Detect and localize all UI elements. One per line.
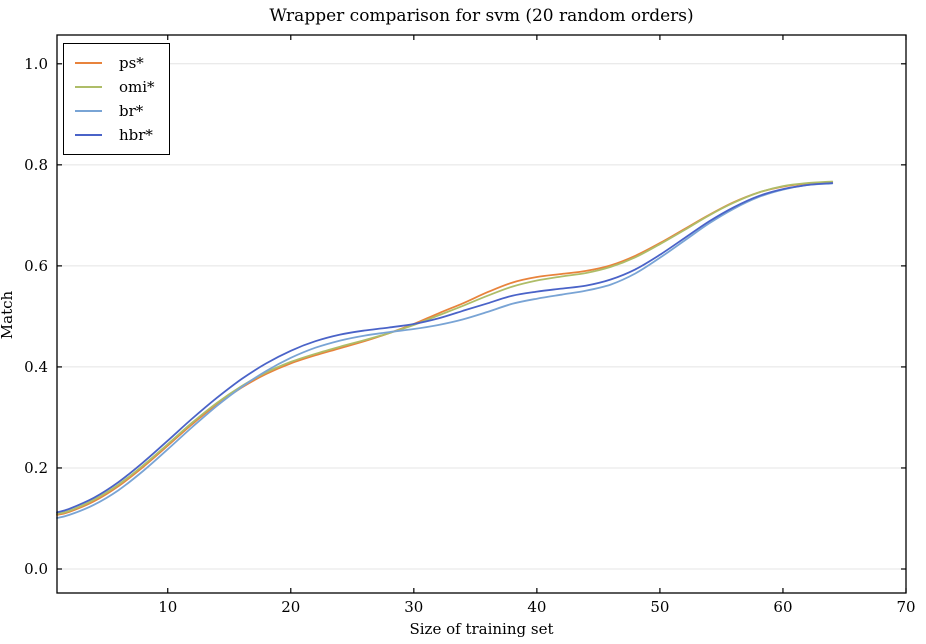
x-tick-label: 50 <box>650 598 669 616</box>
x-tick-label: 10 <box>158 598 177 616</box>
legend-line-swatch <box>75 134 102 136</box>
x-tick-label: 30 <box>404 598 423 616</box>
legend-label: omi* <box>119 78 155 96</box>
y-tick-label: 1.0 <box>24 55 48 73</box>
chart-title: Wrapper comparison for svm (20 random or… <box>269 6 694 26</box>
series-line-hbr <box>56 182 834 514</box>
y-tick-label: 0.8 <box>24 156 48 174</box>
x-tick-label: 60 <box>773 598 792 616</box>
plot-frame <box>56 34 907 594</box>
x-tick-label: 20 <box>281 598 300 616</box>
x-axis-label: Size of training set <box>409 620 554 638</box>
legend-entry-br: br* <box>75 99 155 123</box>
y-tick-label: 0.4 <box>24 358 48 376</box>
x-tick-label: 70 <box>896 598 915 616</box>
legend-label: br* <box>119 102 144 120</box>
legend-entry-omi: omi* <box>75 75 155 99</box>
legend-label: hbr* <box>119 126 153 144</box>
legend-line-swatch <box>75 62 102 64</box>
legend-entry-hbr: hbr* <box>75 123 155 147</box>
legend-line-swatch <box>75 86 102 88</box>
legend-label: ps* <box>119 54 144 72</box>
legend-entry-ps: ps* <box>75 51 155 75</box>
y-tick-label: 0.6 <box>24 257 48 275</box>
y-tick-label: 0.2 <box>24 459 48 477</box>
y-tick-label: 0.0 <box>24 560 48 578</box>
series-line-br <box>56 182 834 519</box>
legend: ps* omi* br* hbr* <box>63 43 170 155</box>
series-line-omi <box>56 180 834 515</box>
y-axis-label: Match <box>0 290 16 340</box>
x-tick-label: 40 <box>527 598 546 616</box>
legend-line-swatch <box>75 110 102 112</box>
series-line-ps <box>56 181 834 516</box>
